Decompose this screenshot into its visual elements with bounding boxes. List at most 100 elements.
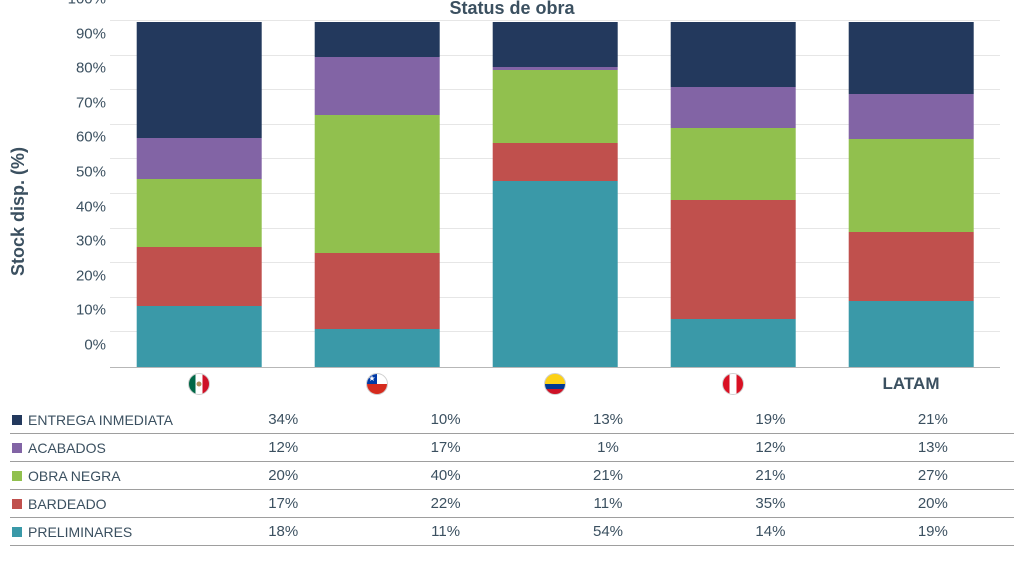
legend-label: BARDEADO: [10, 496, 202, 512]
bar-column: [822, 22, 1000, 367]
bar-segment: [137, 22, 262, 138]
table-cell: 14%: [689, 523, 851, 540]
legend-label: OBRA NEGRA: [10, 468, 202, 484]
y-tick-label: 50%: [54, 164, 106, 181]
gridline: [110, 20, 1000, 21]
table-cells: 20%40%21%21%27%: [202, 467, 1014, 484]
table-cell: 12%: [202, 439, 364, 456]
y-tick-label: 20%: [54, 267, 106, 284]
bar-segment: [493, 181, 618, 367]
table-cell: 11%: [364, 523, 526, 540]
bar-segment: [849, 139, 974, 232]
legend-text: BARDEADO: [28, 496, 107, 512]
legend-swatch: [12, 443, 22, 453]
legend-text: ACABADOS: [28, 440, 106, 456]
stacked-bar: [315, 22, 440, 367]
table-cells: 34%10%13%19%21%: [202, 411, 1014, 428]
x-axis-label: [110, 368, 288, 400]
x-axis-labels: LATAM: [110, 368, 1000, 400]
table-cell: 11%: [527, 495, 689, 512]
table-cells: 17%22%11%35%20%: [202, 495, 1014, 512]
bar-segment: [671, 200, 796, 320]
legend-swatch: [12, 527, 22, 537]
table-row: ENTREGA INMEDIATA 34%10%13%19%21%: [10, 406, 1014, 434]
x-axis-label: [644, 368, 822, 400]
table-row: OBRA NEGRA 20%40%21%21%27%: [10, 462, 1014, 490]
y-axis-title: Stock disp. (%): [8, 146, 29, 275]
bar-segment: [493, 70, 618, 142]
bar-segment: [849, 232, 974, 301]
bar-segment: [315, 253, 440, 329]
bar-segment: [849, 22, 974, 94]
bar-column: [288, 22, 466, 367]
legend-text: PRELIMINARES: [28, 524, 132, 540]
table-cell: 13%: [852, 439, 1014, 456]
bar-segment: [137, 306, 262, 367]
chart-container: Status de obra Stock disp. (%) 0%10%20%3…: [0, 0, 1024, 578]
bars-container: [110, 22, 1000, 367]
table-cell: 19%: [852, 523, 1014, 540]
legend-label: ACABADOS: [10, 440, 202, 456]
legend-swatch: [12, 499, 22, 509]
table-cell: 40%: [364, 467, 526, 484]
y-tick-label: 30%: [54, 233, 106, 250]
table-cell: 18%: [202, 523, 364, 540]
table-cell: 21%: [852, 411, 1014, 428]
stacked-bar: [849, 22, 974, 367]
table-cell: 19%: [689, 411, 851, 428]
bar-segment: [315, 57, 440, 116]
table-cell: 54%: [527, 523, 689, 540]
bar-segment: [849, 301, 974, 367]
table-cells: 12%17%1%12%13%: [202, 439, 1014, 456]
y-tick-label: 80%: [54, 60, 106, 77]
table-row: BARDEADO 17%22%11%35%20%: [10, 490, 1014, 518]
table-cell: 22%: [364, 495, 526, 512]
y-tick-label: 40%: [54, 198, 106, 215]
table-cell: 1%: [527, 439, 689, 456]
colombia-flag-icon: [544, 373, 566, 395]
stacked-bar: [137, 22, 262, 367]
bar-segment: [315, 22, 440, 57]
data-table: ENTREGA INMEDIATA 34%10%13%19%21% ACABADOS…: [10, 406, 1014, 546]
bar-segment: [493, 143, 618, 181]
bar-segment: [137, 179, 262, 247]
y-tick-label: 90%: [54, 25, 106, 42]
bar-column: [466, 22, 644, 367]
legend-text: OBRA NEGRA: [28, 468, 121, 484]
bar-segment: [315, 115, 440, 253]
chart-title: Status de obra: [0, 0, 1024, 19]
bar-segment: [671, 87, 796, 128]
table-cell: 35%: [689, 495, 851, 512]
table-cell: 13%: [527, 411, 689, 428]
table-cell: 21%: [689, 467, 851, 484]
y-tick-label: 60%: [54, 129, 106, 146]
bar-segment: [671, 128, 796, 200]
legend-label: PRELIMINARES: [10, 524, 202, 540]
peru-flag-icon: [722, 373, 744, 395]
legend-label: ENTREGA INMEDIATA: [10, 412, 202, 428]
x-axis-label: [466, 368, 644, 400]
y-tick-label: 0%: [54, 337, 106, 354]
bar-segment: [137, 138, 262, 179]
bar-segment: [671, 319, 796, 367]
table-cell: 17%: [364, 439, 526, 456]
table-cell: 34%: [202, 411, 364, 428]
bar-segment: [315, 329, 440, 367]
table-cell: 20%: [852, 495, 1014, 512]
table-cell: 20%: [202, 467, 364, 484]
legend-text: ENTREGA INMEDIATA: [28, 412, 173, 428]
table-row: ACABADOS12%17%1%12%13%: [10, 434, 1014, 462]
bar-column: [644, 22, 822, 367]
stacked-bar: [671, 22, 796, 367]
bar-column: [110, 22, 288, 367]
x-axis-label: [288, 368, 466, 400]
table-cell: 17%: [202, 495, 364, 512]
x-axis-label: LATAM: [822, 368, 1000, 400]
plot-area: LATAM: [110, 22, 1000, 400]
stacked-bar: [493, 22, 618, 367]
bar-segment: [137, 247, 262, 305]
plot-inner: [110, 22, 1000, 368]
table-cell: 21%: [527, 467, 689, 484]
y-axis-tick-labels: 0%10%20%30%40%50%60%70%80%90%100%: [54, 16, 106, 394]
bar-segment: [493, 22, 618, 67]
